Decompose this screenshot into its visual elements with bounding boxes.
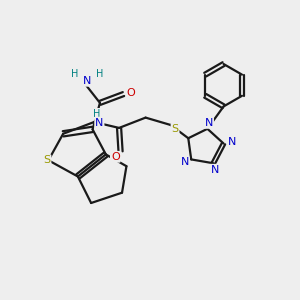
Text: H: H [93,109,101,119]
Text: H: H [71,69,79,79]
Text: N: N [205,118,213,128]
Text: O: O [127,88,135,98]
Text: N: N [181,158,189,167]
Text: O: O [111,152,120,162]
Text: N: N [211,165,219,175]
Text: N: N [95,118,103,128]
Text: N: N [82,76,91,86]
Text: S: S [172,124,178,134]
Text: S: S [44,155,50,165]
Text: N: N [228,137,236,147]
Text: H: H [96,69,103,79]
